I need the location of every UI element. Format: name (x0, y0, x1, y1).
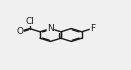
Text: F: F (90, 24, 95, 33)
Text: N: N (47, 24, 54, 33)
Text: Cl: Cl (25, 17, 34, 26)
Text: O: O (16, 27, 23, 36)
